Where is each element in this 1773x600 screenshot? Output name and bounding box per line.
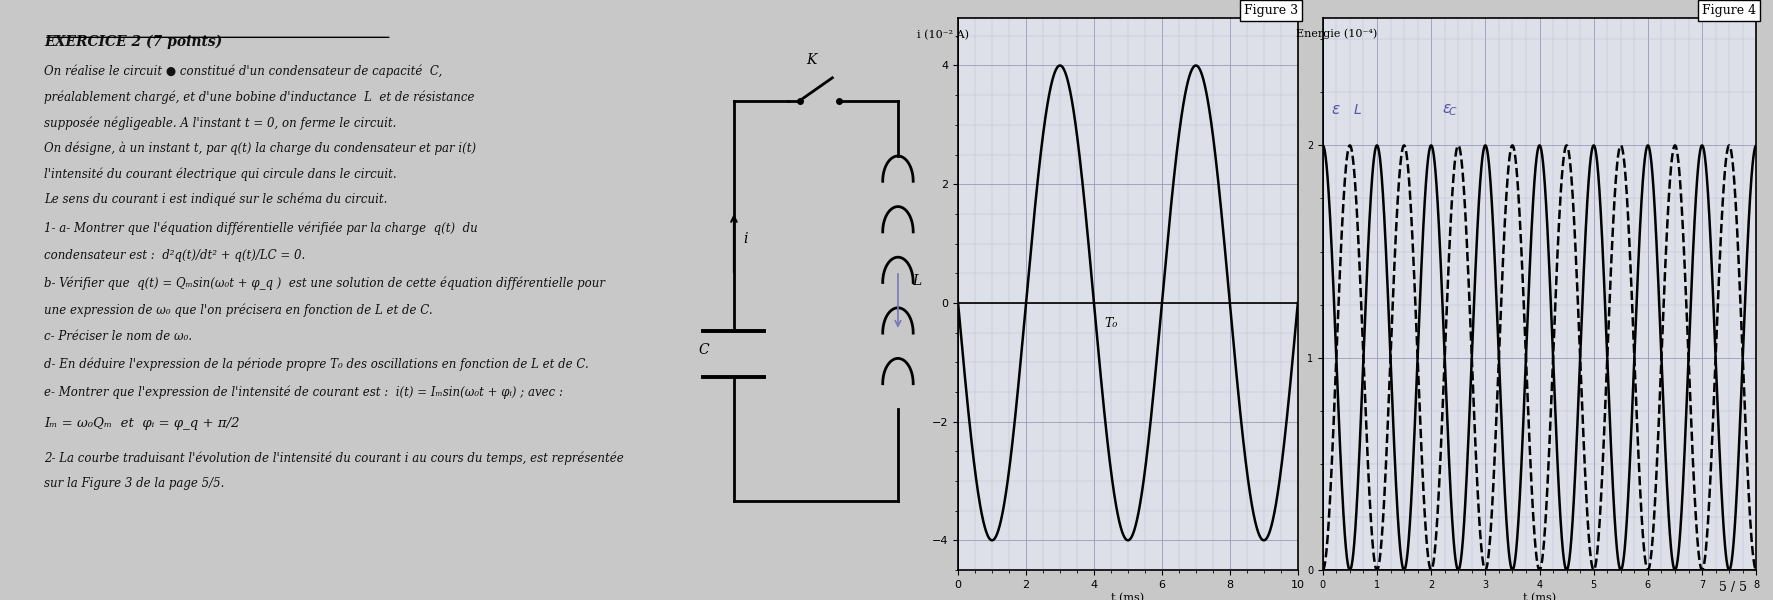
- Text: K: K: [805, 53, 816, 67]
- Text: une expression de ω₀ que l'on précisera en fonction de L et de C.: une expression de ω₀ que l'on précisera …: [44, 304, 433, 317]
- Text: $\varepsilon_{\!C}$: $\varepsilon_{\!C}$: [1441, 103, 1457, 118]
- Text: T₀: T₀: [1103, 317, 1117, 329]
- Text: Le sens du courant i est indiqué sur le schéma du circuit.: Le sens du courant i est indiqué sur le …: [44, 193, 387, 206]
- Text: C: C: [699, 343, 709, 357]
- Text: e- Montrer que l'expression de l'intensité de courant est :  i(t) = Iₘsin(ω₀t + : e- Montrer que l'expression de l'intensi…: [44, 385, 562, 398]
- Text: On désigne, à un instant t, par q(t) la charge du condensateur et par i(t): On désigne, à un instant t, par q(t) la …: [44, 142, 475, 155]
- Text: 2- La courbe traduisant l'évolution de l'intensité du courant i au cours du temp: 2- La courbe traduisant l'évolution de l…: [44, 451, 624, 465]
- Text: supposée négligeable. A l'instant t = 0, on ferme le circuit.: supposée négligeable. A l'instant t = 0,…: [44, 116, 395, 130]
- Text: On réalise le circuit ● constitué d'un condensateur de capacité  C,: On réalise le circuit ● constitué d'un c…: [44, 65, 441, 79]
- X-axis label: t (ms): t (ms): [1110, 592, 1144, 600]
- Text: 5 / 5: 5 / 5: [1718, 581, 1746, 594]
- Text: Figure 3: Figure 3: [1243, 4, 1298, 17]
- Text: $\varepsilon$: $\varepsilon$: [1330, 101, 1340, 116]
- Text: Figure 4: Figure 4: [1700, 4, 1755, 17]
- Text: d- En déduire l'expression de la période propre T₀ des oscillations en fonction : d- En déduire l'expression de la période…: [44, 358, 589, 371]
- Text: condensateur est :  d²q(t)/dt² + q(t)/LC = 0.: condensateur est : d²q(t)/dt² + q(t)/LC …: [44, 249, 305, 262]
- Text: c- Préciser le nom de ω₀.: c- Préciser le nom de ω₀.: [44, 330, 191, 343]
- Text: préalablement chargé, et d'une bobine d'inductance  L  et de résistance: préalablement chargé, et d'une bobine d'…: [44, 91, 473, 104]
- Text: EXERCICE 2 (7 points): EXERCICE 2 (7 points): [44, 35, 222, 49]
- Text: sur la Figure 3 de la page 5/5.: sur la Figure 3 de la page 5/5.: [44, 477, 223, 490]
- Text: L: L: [911, 274, 920, 288]
- Text: l'intensité du courant électrique qui circule dans le circuit.: l'intensité du courant électrique qui ci…: [44, 167, 397, 181]
- Text: 1- a- Montrer que l'équation différentielle vérifiée par la charge  q(t)  du: 1- a- Montrer que l'équation différentie…: [44, 221, 477, 235]
- Text: Iₘ = ω₀Qₘ  et  φᵢ = φ_q + π/2: Iₘ = ω₀Qₘ et φᵢ = φ_q + π/2: [44, 416, 239, 430]
- Text: i: i: [743, 232, 748, 247]
- Text: b- Vérifier que  q(t) = Qₘsin(ω₀t + φ_q )  est une solution de cette équation di: b- Vérifier que q(t) = Qₘsin(ω₀t + φ_q )…: [44, 277, 605, 290]
- Text: i (10⁻² A): i (10⁻² A): [917, 30, 968, 40]
- Text: Energie (10⁻⁴): Energie (10⁻⁴): [1294, 29, 1376, 39]
- X-axis label: t (ms): t (ms): [1521, 592, 1555, 600]
- Text: $\mathit{L}$: $\mathit{L}$: [1351, 103, 1360, 116]
